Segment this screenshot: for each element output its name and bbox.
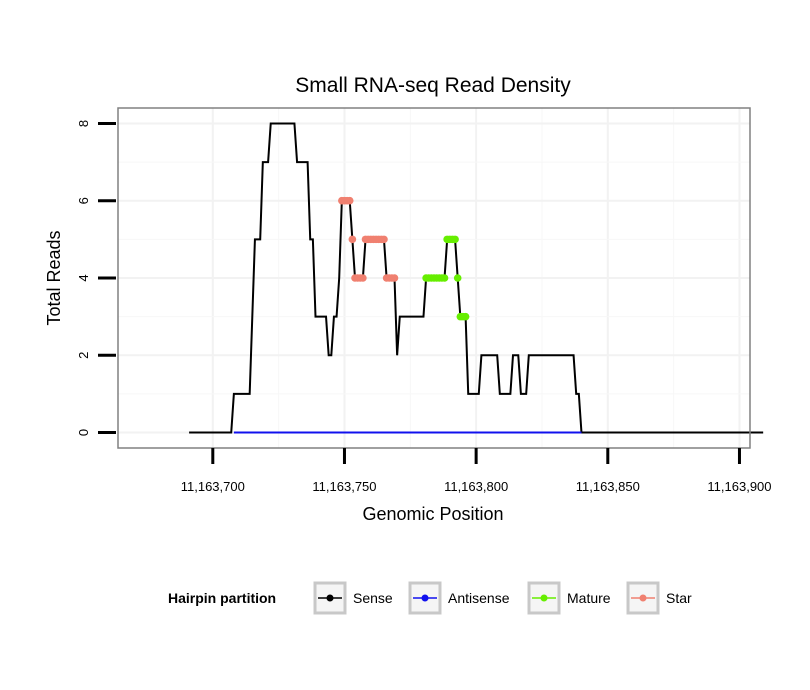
- star-point: [359, 274, 367, 282]
- legend-label: Antisense: [448, 590, 510, 606]
- legend-item-antisense: Antisense: [408, 581, 510, 615]
- mature-point: [461, 312, 470, 321]
- y-tick-label: 6: [76, 197, 91, 204]
- legend-item-sense: Sense: [313, 581, 393, 615]
- y-tick-label: 4: [76, 274, 91, 281]
- legend-key-point: [421, 594, 429, 602]
- plot-area: [117, 107, 764, 449]
- star-point: [348, 235, 357, 244]
- star-point: [390, 274, 399, 282]
- y-tick-label: 2: [76, 352, 91, 359]
- legend-key-point: [540, 594, 548, 602]
- series-layer: [189, 122, 764, 434]
- legend-label: Sense: [353, 590, 393, 606]
- legend-key-point: [326, 594, 334, 602]
- x-tick-label: 11,163,850: [576, 479, 640, 494]
- mature-point: [453, 274, 462, 282]
- y-tick-label: 8: [76, 120, 91, 127]
- plot-border: [117, 107, 751, 449]
- mature-point: [440, 274, 449, 282]
- legend-title: Hairpin partition: [168, 590, 276, 606]
- legend-label: Mature: [567, 590, 611, 606]
- x-axis-label: Genomic Position: [362, 504, 503, 524]
- mature-point: [451, 235, 459, 244]
- y-axis-label: Total Reads: [44, 230, 64, 325]
- star-point: [380, 235, 388, 244]
- x-tick-label: 11,163,900: [707, 479, 771, 494]
- y-axis: 0 2 4 6 8: [76, 120, 116, 436]
- legend-item-star: Star: [626, 581, 692, 615]
- legend: Hairpin partition Sense Antisense Mature St…: [168, 581, 692, 615]
- x-axis: 11,163,700 11,163,750 11,163,800 11,163,850…: [181, 448, 772, 494]
- star-point: [345, 196, 354, 205]
- chart-title: Small RNA-seq Read Density: [295, 74, 571, 97]
- x-tick-label: 11,163,750: [312, 479, 376, 494]
- legend-key-point: [639, 594, 647, 602]
- y-tick-label: 0: [76, 429, 91, 436]
- legend-item-mature: Mature: [527, 581, 611, 615]
- x-tick-label: 11,163,700: [181, 479, 245, 494]
- legend-label: Star: [666, 590, 692, 606]
- x-tick-label: 11,163,800: [444, 479, 508, 494]
